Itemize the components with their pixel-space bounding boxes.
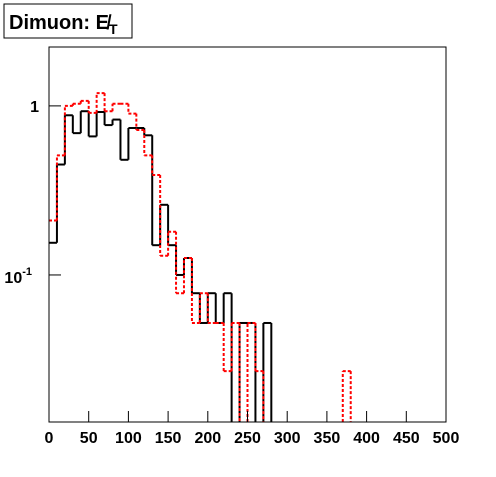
x-tick-label: 0 bbox=[45, 430, 54, 447]
x-tick-label: 350 bbox=[314, 430, 341, 447]
chart-title: Dimuon: E̸T bbox=[9, 12, 118, 37]
title-subscript: T bbox=[109, 21, 118, 37]
x-tick-label: 450 bbox=[393, 430, 420, 447]
plot-area bbox=[49, 92, 352, 422]
x-tick-label: 150 bbox=[155, 430, 182, 447]
title-box bbox=[3, 3, 133, 39]
y-tick-exponent: -1 bbox=[22, 266, 32, 278]
x-tick-label: 300 bbox=[274, 430, 301, 447]
y-tick-base: 10 bbox=[4, 270, 22, 287]
x-tick-label: 200 bbox=[194, 430, 221, 447]
x-tick-label: 250 bbox=[234, 430, 261, 447]
x-tick-label: 100 bbox=[115, 430, 142, 447]
x-tick-label: 500 bbox=[433, 430, 460, 447]
y-tick-label: 10-1 bbox=[4, 266, 32, 287]
x-tick-label: 400 bbox=[353, 430, 380, 447]
title-text: Dimuon: bbox=[9, 12, 90, 34]
title-symbol: E̸ bbox=[96, 12, 112, 34]
y-tick-label: 1 bbox=[30, 99, 39, 116]
x-tick-label: 50 bbox=[80, 430, 98, 447]
